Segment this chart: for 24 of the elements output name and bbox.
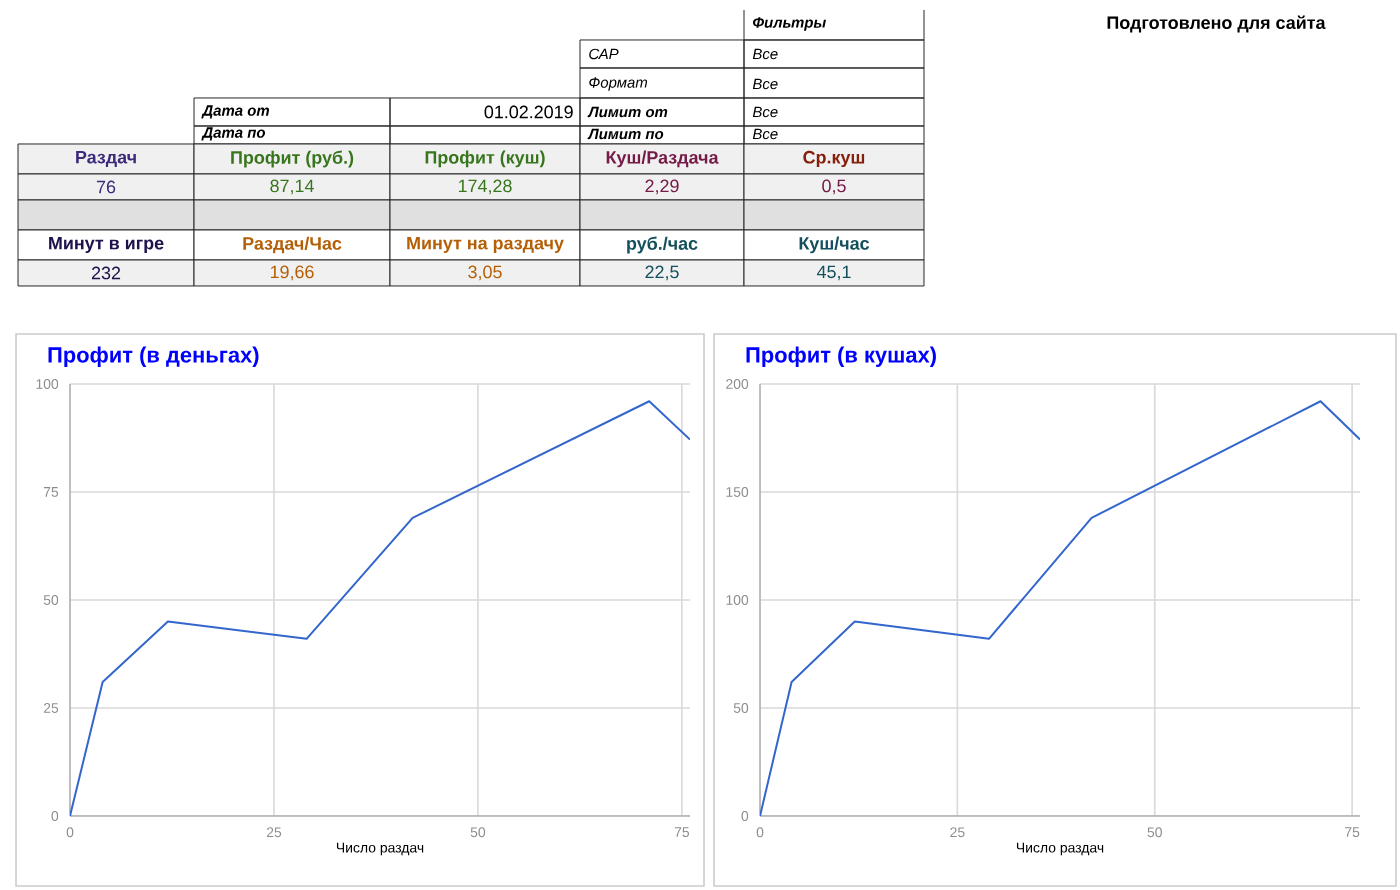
text: Ср.куш bbox=[803, 150, 865, 168]
text: Профит (куш) bbox=[425, 150, 545, 168]
text: Минут на раздачу bbox=[407, 236, 564, 253]
text: Куш/час bbox=[799, 236, 870, 254]
text: 76 bbox=[96, 180, 116, 194]
chart-title: Профит (в деньгах) bbox=[48, 346, 259, 367]
text: Раздач bbox=[76, 151, 136, 167]
text: 19,66 bbox=[270, 265, 314, 281]
text: Профит (руб.) bbox=[231, 150, 354, 168]
text: 232 bbox=[91, 266, 121, 280]
text: 3,05 bbox=[468, 265, 502, 281]
text: 87,14 bbox=[270, 179, 314, 195]
text: 2,29 bbox=[645, 179, 679, 195]
text: руб./час bbox=[627, 236, 698, 254]
text: 45,1 bbox=[816, 265, 851, 281]
text: Подготовлено для сайта bbox=[1107, 15, 1326, 33]
text: Минут в игре bbox=[49, 236, 164, 253]
chart-title: Профит (в кушах) bbox=[746, 346, 936, 367]
text: Куш/Раздача bbox=[606, 150, 719, 168]
text: 22,5 bbox=[645, 265, 679, 281]
text: 01.02.2019 bbox=[484, 105, 573, 119]
text: 174,28 bbox=[458, 179, 512, 195]
text: Раздач/Час bbox=[243, 236, 342, 254]
text: 0,5 bbox=[822, 179, 846, 195]
